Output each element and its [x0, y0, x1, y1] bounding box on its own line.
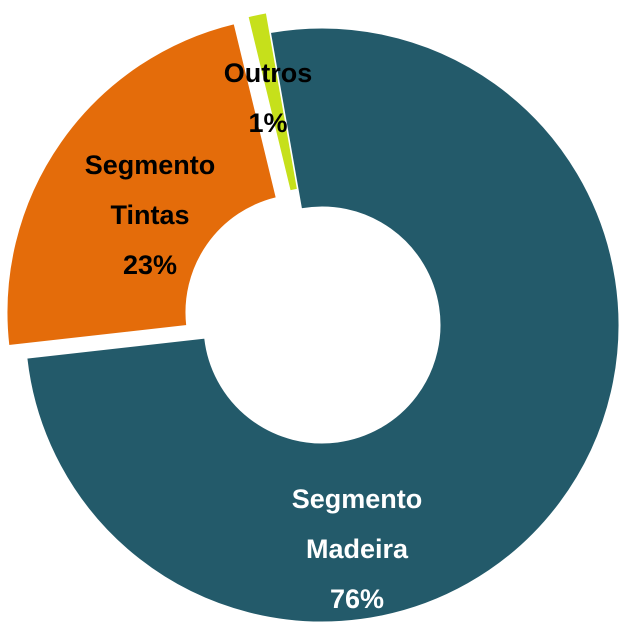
- slice-label: Segmento Tintas 23%: [65, 140, 235, 290]
- donut-slice: [247, 12, 298, 192]
- slice-name: Segmento Tintas: [84, 150, 216, 230]
- slice-label: Segmento Madeira 76%: [257, 474, 457, 623]
- slice-value: 23%: [122, 250, 178, 280]
- slice-label: Outros 1%: [208, 48, 328, 148]
- donut-slice: [26, 27, 620, 623]
- slice-name: Segmento Madeira: [291, 484, 423, 564]
- slice-name: Outros: [223, 58, 313, 88]
- slice-value: 1%: [248, 108, 288, 138]
- donut-slice: [6, 23, 277, 347]
- slice-value: 76%: [329, 584, 385, 614]
